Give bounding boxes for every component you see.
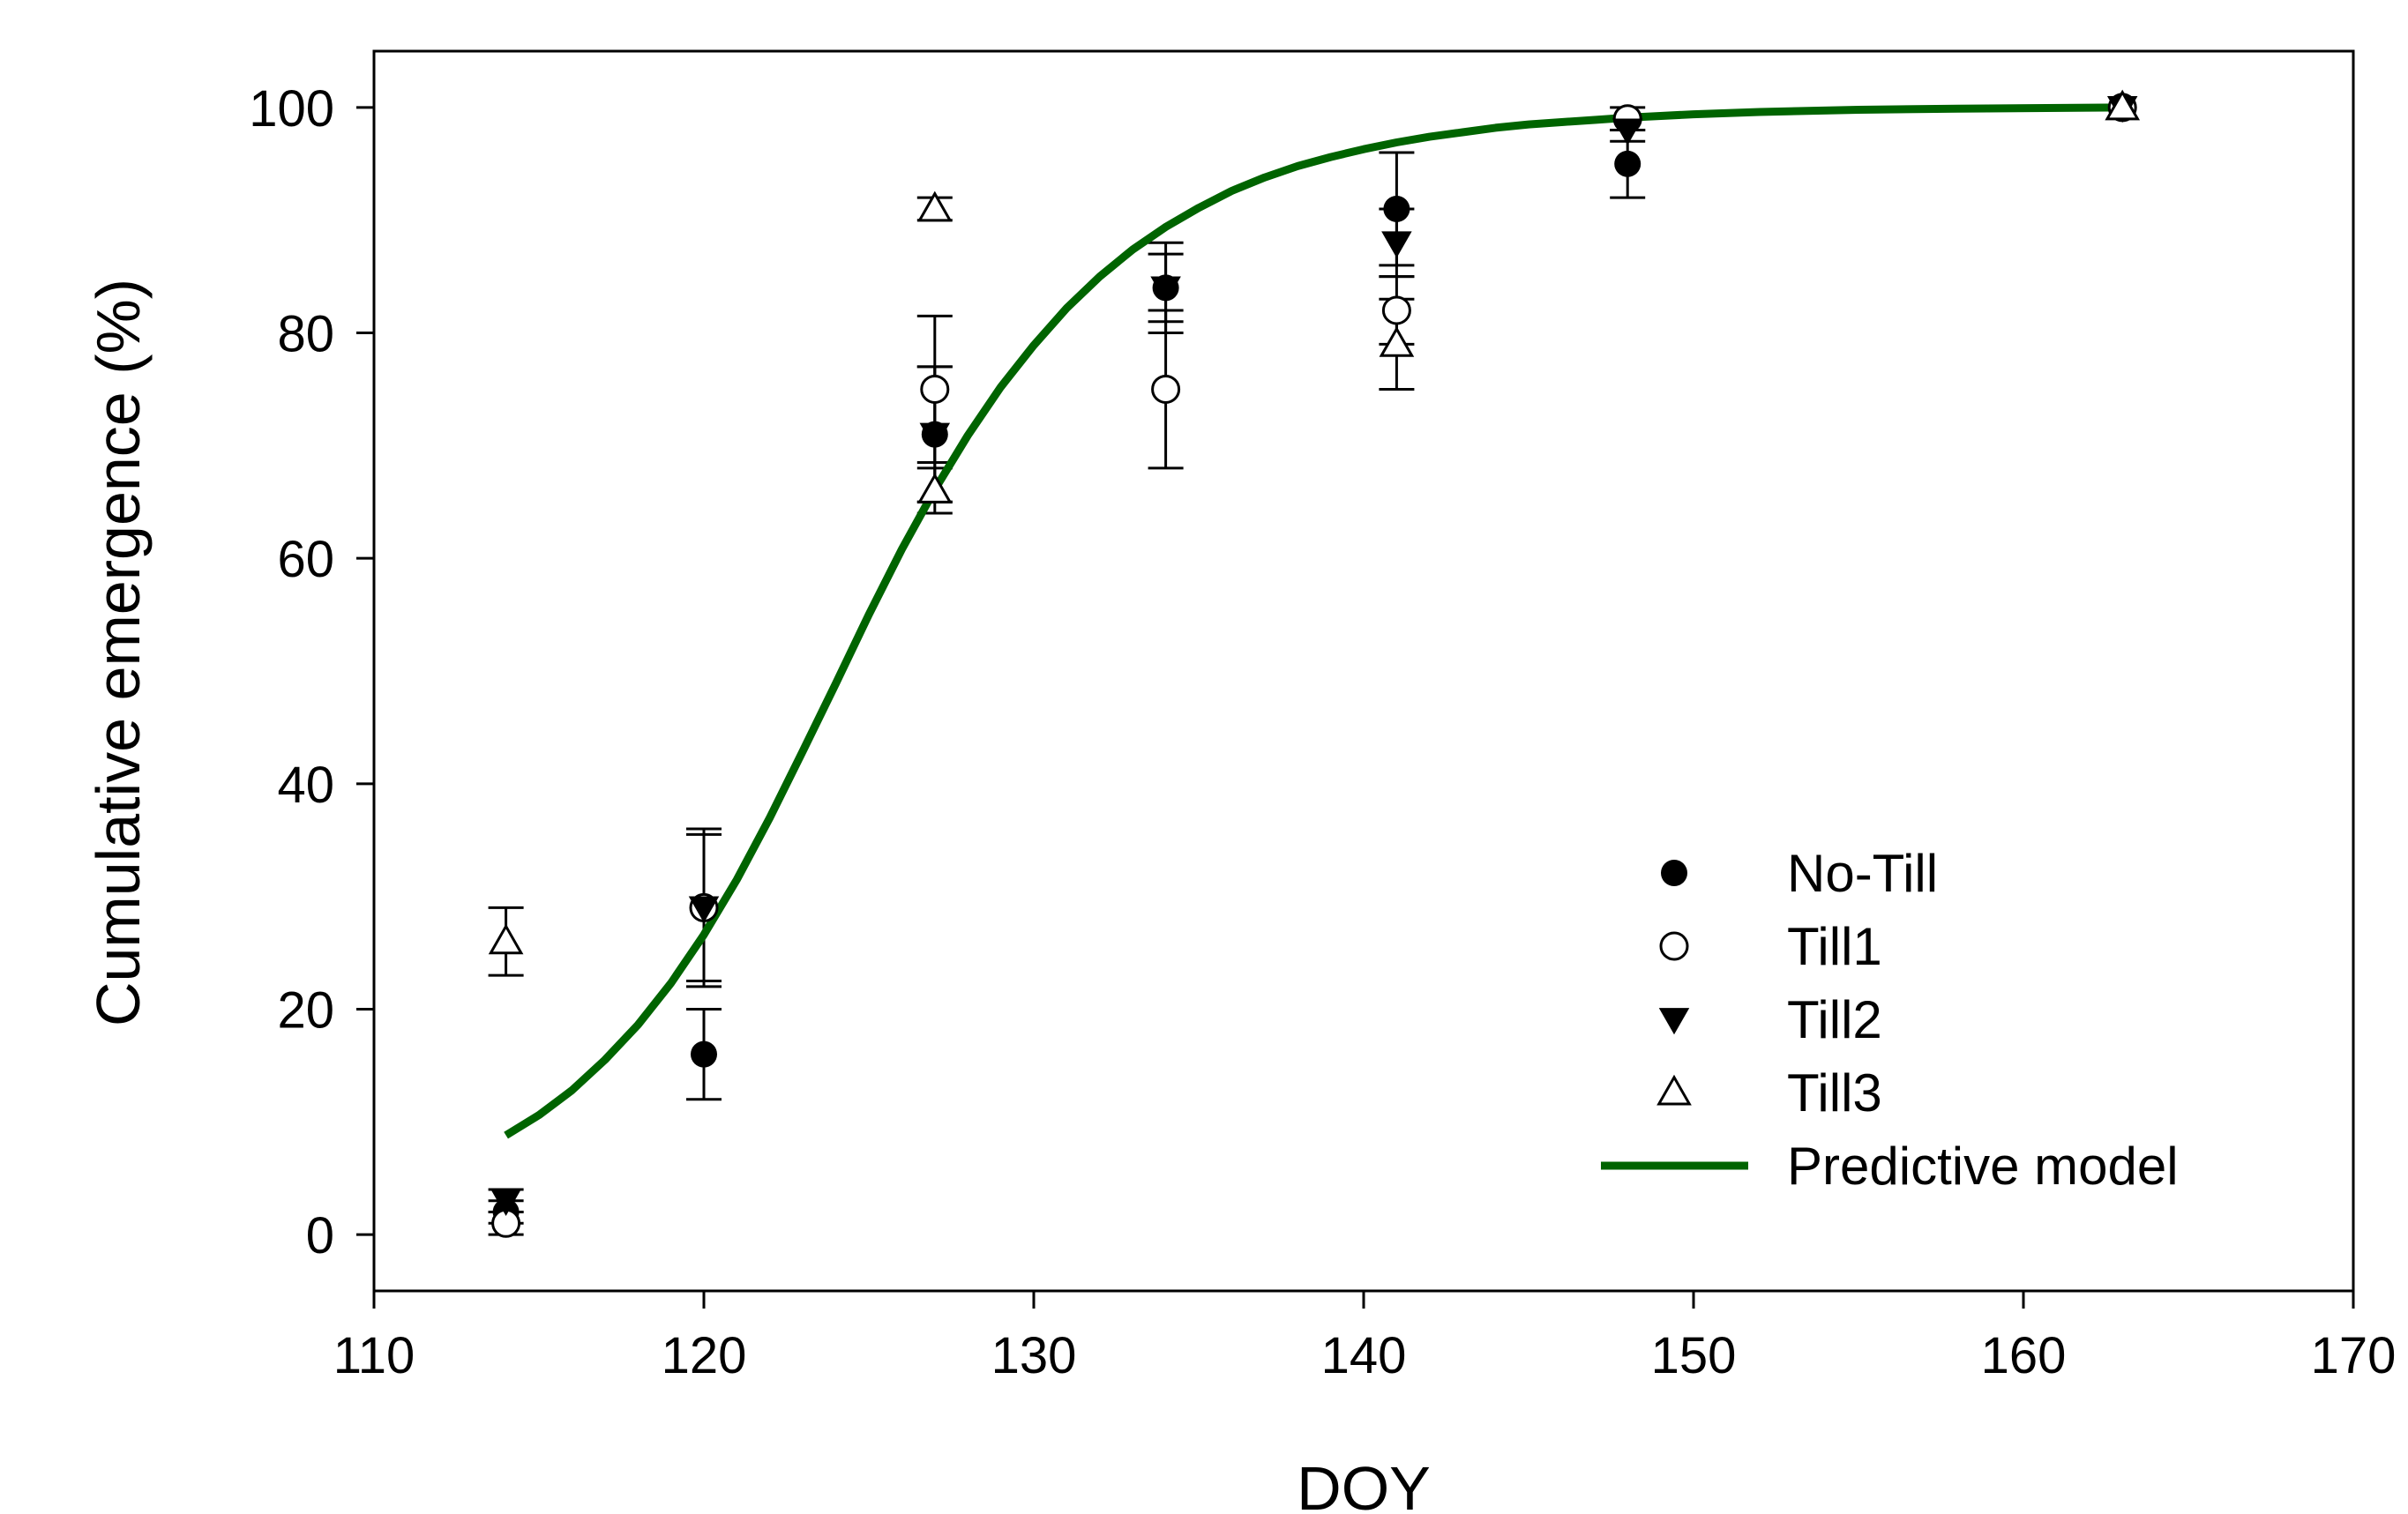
point-till3 <box>2105 89 2141 121</box>
x-tick-label: 140 <box>1321 1327 1407 1384</box>
point-till2 <box>490 1189 521 1216</box>
point-no-till <box>1614 150 1641 177</box>
point-till1 <box>920 374 950 404</box>
point-till2 <box>1150 276 1181 303</box>
legend-symbol-no-till <box>1661 860 1687 886</box>
legend-label: Till3 <box>1787 1063 1882 1122</box>
point-till3 <box>916 473 953 503</box>
point-till2 <box>688 896 720 923</box>
legend-symbol-till1 <box>1659 931 1689 961</box>
x-axis-title: DOY <box>1297 1454 1431 1514</box>
legend-label: Till1 <box>1787 917 1882 976</box>
model-layer <box>504 103 2123 1139</box>
point-till2 <box>919 422 951 450</box>
legend: No-Till Till1 Till2 Till3 Predictive model <box>1601 844 2179 1196</box>
y-axis-title: Cumulative emergence (%) <box>84 279 153 1026</box>
y-tick-label: 0 <box>306 1207 334 1264</box>
x-tick-label: 130 <box>991 1327 1077 1384</box>
point-no-till <box>1383 195 1410 222</box>
x-tick-label: 170 <box>2311 1327 2397 1384</box>
data-points <box>488 89 2141 1238</box>
y-tick-label: 40 <box>277 757 334 814</box>
legend-label: Till2 <box>1787 990 1882 1049</box>
legend-symbol-till2 <box>1658 1008 1690 1035</box>
y-tick-label: 20 <box>277 981 334 1039</box>
point-till3 <box>1379 326 1415 357</box>
error-bars <box>488 106 1646 1236</box>
y-axis: 0 20 40 60 80 100 <box>249 80 374 1264</box>
y-tick-label: 80 <box>277 306 334 363</box>
point-till1 <box>1151 374 1181 404</box>
plot-area <box>372 49 2355 1293</box>
predictive-model-line <box>504 103 2123 1139</box>
legend-label: No-Till <box>1787 844 1938 903</box>
y-tick-label: 60 <box>277 531 334 588</box>
point-till3 <box>916 190 953 222</box>
point-till2 <box>1612 118 1643 145</box>
point-till2 <box>1381 231 1412 258</box>
y-tick-label: 100 <box>249 80 334 138</box>
x-tick-label: 110 <box>333 1327 415 1384</box>
x-tick-label: 150 <box>1651 1327 1737 1384</box>
legend-label: Predictive model <box>1787 1137 2179 1196</box>
legend-symbol-till3 <box>1656 1074 1692 1106</box>
x-tick-label: 160 <box>1981 1327 2067 1384</box>
point-till3 <box>488 923 524 955</box>
point-no-till <box>691 1040 717 1068</box>
point-till1 <box>1381 295 1411 325</box>
x-tick-label: 120 <box>662 1327 747 1384</box>
x-axis: 110 120 130 140 150 160 170 <box>333 1291 2397 1384</box>
